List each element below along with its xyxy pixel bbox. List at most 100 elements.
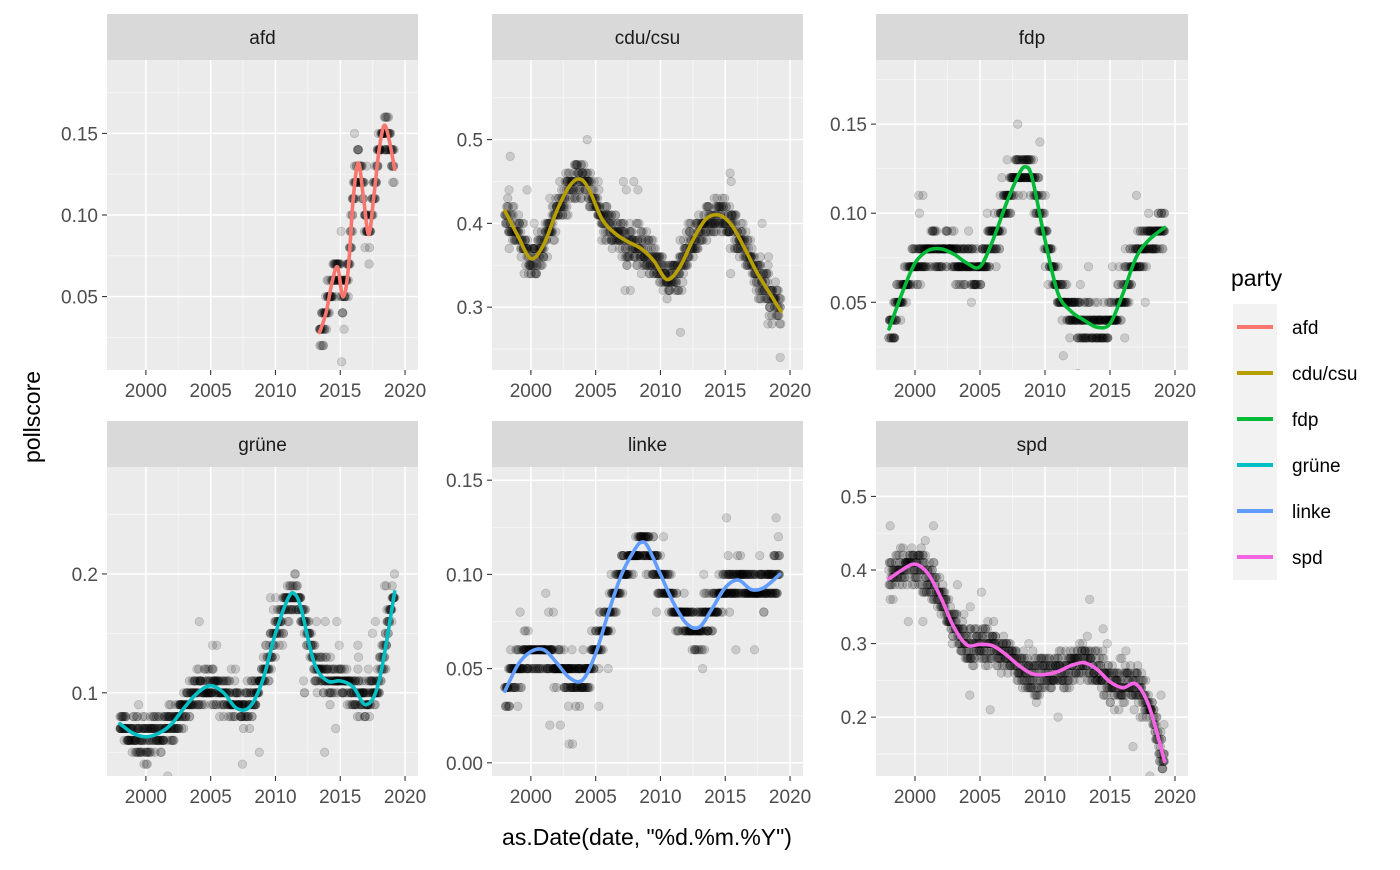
poll-point-outlier (163, 772, 172, 781)
poll-point (319, 341, 328, 350)
poll-point (595, 186, 604, 195)
poll-point (628, 227, 637, 236)
poll-point-outlier (568, 740, 577, 749)
poll-point (725, 608, 734, 617)
poll-point (157, 748, 166, 757)
poll-point (170, 736, 179, 745)
x-tick-label: 2015 (704, 381, 746, 402)
poll-point (651, 244, 660, 253)
poll-point (700, 645, 709, 654)
poll-point-outlier (967, 298, 976, 307)
poll-point (285, 617, 294, 626)
poll-point (1160, 209, 1169, 218)
poll-point (1142, 262, 1151, 271)
x-tick-label: 2000 (125, 787, 167, 808)
poll-point-outlier (523, 186, 532, 195)
poll-point (143, 760, 152, 769)
poll-point-outlier (619, 177, 628, 186)
poll-point-outlier (774, 532, 783, 541)
poll-point-outlier (530, 219, 539, 228)
poll-point-outlier (604, 664, 613, 673)
poll-point-outlier (622, 186, 631, 195)
x-tick-label: 2000 (510, 381, 552, 402)
poll-point-outlier (1074, 369, 1083, 378)
poll-point (343, 665, 352, 674)
poll-point (775, 551, 784, 560)
poll-point (524, 627, 533, 636)
poll-point-outlier (1013, 120, 1022, 129)
poll-point-outlier (1132, 191, 1141, 200)
poll-point-outlier (776, 353, 785, 362)
x-tick-label: 2010 (639, 381, 681, 402)
x-tick-label: 2005 (959, 381, 1001, 402)
poll-point-outlier (904, 617, 913, 626)
x-tick-label: 2020 (384, 381, 426, 402)
poll-point (694, 244, 703, 253)
poll-point-outlier (320, 748, 329, 757)
poll-point (291, 570, 300, 579)
poll-point-outlier (986, 705, 995, 714)
poll-point (365, 260, 374, 269)
poll-point-outlier (505, 186, 514, 195)
poll-point (658, 253, 667, 262)
poll-point-outlier (1076, 280, 1085, 289)
poll-point (390, 570, 399, 579)
poll-point (579, 160, 588, 169)
poll-point (703, 236, 712, 245)
poll-point (679, 278, 688, 287)
poll-point-outlier (568, 645, 577, 654)
poll-point-outlier (659, 532, 668, 541)
x-tick-label: 2020 (769, 787, 811, 808)
poll-point-outlier (764, 253, 773, 262)
poll-point (560, 645, 569, 654)
facet-title-linke: linke (628, 435, 667, 456)
poll-point-outlier (362, 162, 371, 171)
poll-point-outlier (679, 269, 688, 278)
poll-point-outlier (368, 629, 377, 638)
panel-background-cdu-csu (492, 60, 803, 370)
x-tick-label: 2015 (319, 787, 361, 808)
poll-point (776, 294, 785, 303)
x-tick-label: 2005 (190, 381, 232, 402)
poll-point (326, 653, 335, 662)
poll-point (764, 261, 773, 270)
poll-point (1006, 209, 1015, 218)
poll-point (279, 629, 288, 638)
poll-point (538, 261, 547, 270)
poll-point (230, 677, 239, 686)
x-tick-label: 2010 (1024, 381, 1066, 402)
poll-point-outlier (1084, 262, 1093, 271)
y-tick-label: 0.05 (61, 288, 98, 309)
poll-point (384, 113, 393, 122)
facet-title-fdp: fdp (1019, 28, 1045, 49)
poll-point (1125, 298, 1134, 307)
poll-point (667, 570, 676, 579)
poll-point-outlier (513, 702, 522, 711)
poll-point-outlier (965, 691, 974, 700)
poll-point (902, 298, 911, 307)
x-tick-label: 2010 (639, 787, 681, 808)
poll-point (950, 227, 959, 236)
poll-point-outlier (919, 617, 928, 626)
poll-point (989, 617, 998, 626)
poll-point-outlier (231, 665, 240, 674)
x-tick-label: 2015 (704, 787, 746, 808)
poll-point (603, 202, 612, 211)
poll-point (774, 286, 783, 295)
poll-point (623, 261, 632, 270)
poll-point-outlier (1141, 298, 1150, 307)
x-tick-label: 2005 (190, 787, 232, 808)
poll-point-outlier (595, 702, 604, 711)
poll-point-outlier (755, 551, 764, 560)
poll-point (1159, 245, 1168, 254)
poll-point (517, 683, 526, 692)
x-tick-label: 2010 (254, 787, 296, 808)
poll-point (543, 253, 552, 262)
poll-point (708, 627, 717, 636)
poll-point-outlier (364, 665, 373, 674)
poll-point (326, 700, 335, 709)
poll-point-outlier (299, 677, 308, 686)
poll-point-outlier (626, 286, 635, 295)
